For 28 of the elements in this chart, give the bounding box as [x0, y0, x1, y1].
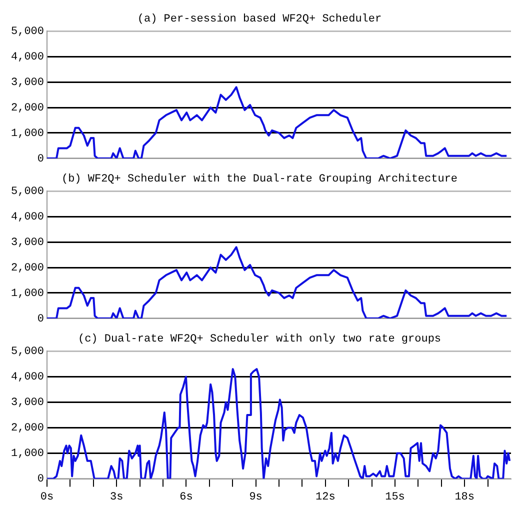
y-tick-label: 5,000 — [10, 186, 44, 198]
y-tick-label: 0 — [37, 474, 44, 486]
y-tick-label: 3,000 — [10, 76, 44, 89]
y-tick-label: 5,000 — [10, 346, 44, 358]
chart-title: (b) WF2Q+ Scheduler with the Dual-rate Grouping Architecture — [61, 174, 458, 186]
y-tick-label: 1,000 — [10, 288, 44, 300]
y-tick-label: 4,000 — [10, 212, 44, 224]
y-tick-label: 2,000 — [10, 262, 44, 274]
y-tick-label: 4,000 — [10, 52, 44, 64]
y-tick-label: 0 — [37, 313, 44, 326]
y-tick-label: 3,000 — [10, 236, 44, 249]
y-tick-label: 1,000 — [10, 128, 44, 140]
x-tick-label: 12s — [315, 491, 336, 504]
y-tick-label: 3,000 — [10, 397, 44, 410]
y-tick-label: 0 — [37, 153, 44, 166]
x-tick-label: 0s — [40, 491, 54, 504]
x-tick-label: 9s — [249, 491, 262, 504]
y-tick-label: 2,000 — [10, 422, 44, 435]
x-tick-label: 18s — [454, 491, 475, 504]
x-tick-label: 15s — [385, 491, 405, 504]
y-tick-label: 5,000 — [10, 26, 44, 38]
chart-title: (a) Per-session based WF2Q+ Scheduler — [137, 14, 382, 26]
x-tick-label: 6s — [180, 491, 193, 504]
y-tick-label: 4,000 — [10, 372, 44, 384]
y-tick-label: 2,000 — [10, 102, 44, 114]
y-tick-label: 1,000 — [10, 448, 44, 460]
x-tick-label: 3s — [110, 491, 124, 504]
chart-title: (c) Dual-rate WF2Q+ Scheduler with only two rate groups — [78, 334, 442, 346]
